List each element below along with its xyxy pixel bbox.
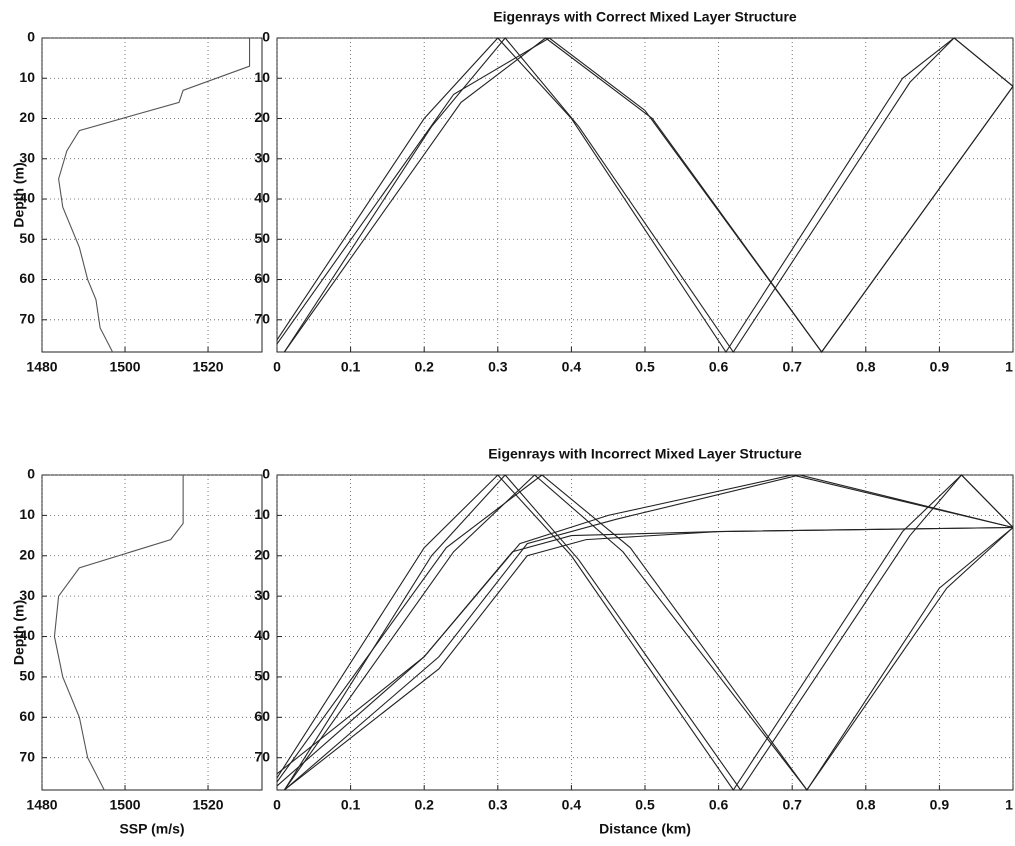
- x-tick-label: 0.4: [562, 797, 582, 813]
- plot-area: [41, 37, 263, 353]
- ray-line: [276, 474, 1014, 791]
- y-tick-label: 50: [19, 668, 35, 684]
- x-tick-label: 1: [1005, 359, 1013, 375]
- y-tick-label: 10: [254, 506, 270, 522]
- x-tick-label: 1520: [192, 359, 223, 375]
- ray-line: [276, 474, 1014, 787]
- y-tick-label: 0: [27, 466, 35, 482]
- x-axis-label: SSP (m/s): [119, 821, 184, 837]
- y-tick-label: 40: [254, 190, 270, 206]
- y-tick-label: 30: [19, 587, 35, 603]
- y-tick-label: 30: [254, 587, 270, 603]
- x-tick-label: 0: [273, 797, 281, 813]
- ray-line: [284, 526, 1014, 791]
- ray-line: [283, 37, 1014, 353]
- x-tick-label: 0.6: [709, 797, 729, 813]
- x-tick-label: 0.2: [414, 359, 434, 375]
- y-tick-label: 30: [254, 149, 270, 165]
- y-tick-label: 60: [19, 270, 35, 286]
- y-tick-label: 0: [262, 29, 270, 45]
- y-tick-label: 40: [254, 627, 270, 643]
- ray-line: [283, 37, 1014, 353]
- y-tick-label: 20: [254, 109, 270, 125]
- x-tick-label: 0.1: [341, 797, 361, 813]
- y-tick-label: 70: [19, 310, 35, 326]
- x-tick-label: 1480: [26, 797, 57, 813]
- chart-title: Eigenrays with Correct Mixed Layer Struc…: [493, 9, 797, 25]
- x-tick-label: 0.7: [782, 797, 802, 813]
- x-tick-label: 1500: [109, 359, 140, 375]
- x-tick-label: 0.9: [930, 359, 950, 375]
- x-tick-label: 0.4: [562, 359, 582, 375]
- y-tick-label: 50: [254, 668, 270, 684]
- ray-line: [284, 474, 1014, 791]
- x-tick-label: 0.6: [709, 359, 729, 375]
- x-tick-label: 1520: [192, 797, 223, 813]
- y-tick-label: 60: [254, 708, 270, 724]
- ray-line: [283, 474, 1014, 791]
- y-tick-label: 10: [254, 69, 270, 85]
- y-tick-label: 0: [27, 29, 35, 45]
- x-axis-label: Distance (km): [599, 821, 691, 837]
- y-axis-label: Depth (m): [11, 162, 27, 227]
- y-tick-label: 70: [254, 748, 270, 764]
- ray-line: [58, 38, 251, 353]
- x-tick-label: 1: [1005, 797, 1013, 813]
- y-axis-label: Depth (m): [11, 600, 27, 665]
- y-tick-label: 20: [19, 109, 35, 125]
- x-tick-label: 0.9: [930, 797, 950, 813]
- y-tick-label: 10: [19, 506, 35, 522]
- y-tick-label: 40: [19, 190, 35, 206]
- plot-area: [276, 474, 1014, 791]
- y-tick-label: 10: [19, 69, 35, 85]
- y-tick-label: 20: [254, 546, 270, 562]
- x-tick-label: 0.3: [488, 797, 508, 813]
- x-tick-label: 0.5: [635, 359, 655, 375]
- y-tick-label: 20: [19, 546, 35, 562]
- ray-line: [283, 474, 1014, 791]
- x-tick-label: 0: [273, 359, 281, 375]
- y-tick-label: 50: [254, 230, 270, 246]
- x-tick-label: 0.8: [856, 359, 876, 375]
- x-tick-label: 0.1: [341, 359, 361, 375]
- ray-line: [276, 474, 1014, 791]
- x-tick-label: 1480: [26, 359, 57, 375]
- x-tick-label: 0.3: [488, 359, 508, 375]
- y-tick-label: 40: [19, 627, 35, 643]
- chart-title: Eigenrays with Incorrect Mixed Layer Str…: [488, 446, 802, 462]
- x-tick-label: 1500: [109, 797, 140, 813]
- y-tick-label: 70: [254, 310, 270, 326]
- y-tick-label: 60: [19, 708, 35, 724]
- x-tick-label: 0.7: [782, 359, 802, 375]
- y-tick-label: 0: [262, 466, 270, 482]
- plot-area: [41, 474, 263, 791]
- y-tick-label: 70: [19, 748, 35, 764]
- ray-line: [53, 475, 184, 791]
- x-tick-label: 0.2: [414, 797, 434, 813]
- y-tick-label: 60: [254, 270, 270, 286]
- x-tick-label: 0.5: [635, 797, 655, 813]
- x-tick-label: 0.8: [856, 797, 876, 813]
- y-tick-label: 30: [19, 149, 35, 165]
- ray-line: [276, 37, 1014, 354]
- y-tick-label: 50: [19, 230, 35, 246]
